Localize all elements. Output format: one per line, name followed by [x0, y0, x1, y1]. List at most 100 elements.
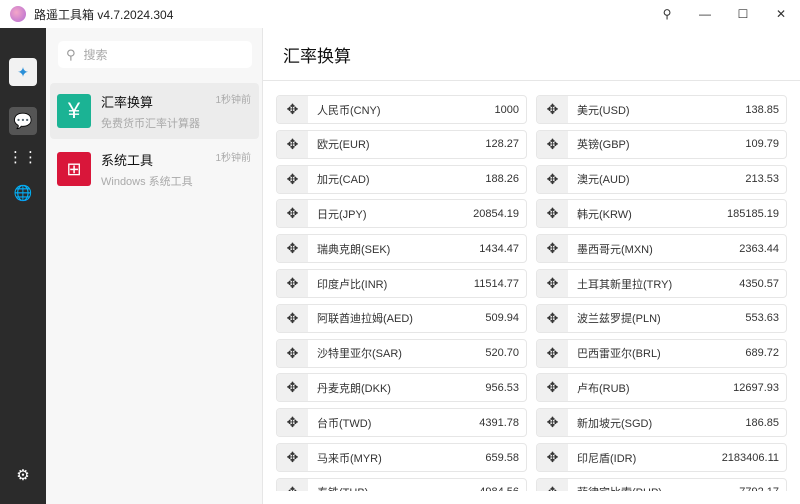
currency-row: ✥ 澳元(AUD) 213.53 [536, 164, 787, 194]
drag-handle-icon[interactable]: ✥ [537, 478, 568, 491]
currency-value-input[interactable]: 2363.44 [739, 242, 779, 255]
drag-handle-icon[interactable]: ✥ [277, 374, 308, 402]
currency-row: ✥ 欧元(EUR) 128.27 [276, 129, 527, 159]
currency-name: 波兰兹罗提(PLN) [577, 313, 661, 326]
drag-handle-icon[interactable]: ✥ [537, 409, 568, 437]
currency-value-input[interactable]: 1000 [494, 103, 519, 116]
drag-handle-icon[interactable]: ✥ [537, 130, 568, 158]
currency-name: 墨西哥元(MXN) [577, 243, 653, 256]
currency-row: ✥ 泰铢(THB) 4984.56 [276, 477, 527, 491]
drag-handle-icon[interactable]: ✥ [277, 409, 308, 437]
currency-name: 马来币(MYR) [317, 452, 382, 465]
currency-value-input[interactable]: 7792.17 [739, 486, 779, 491]
drag-handle-icon[interactable]: ✥ [277, 444, 308, 471]
search-placeholder: 搜索 [83, 48, 108, 62]
grid-icon[interactable]: ⋮⋮ [8, 149, 38, 166]
currency-row: ✥ 菲律宾比索(PHP) 7792.17 [536, 477, 787, 491]
currency-row: ✥ 日元(JPY) 20854.19 [276, 199, 527, 229]
search-input[interactable]: ⚲ 搜索 [58, 41, 252, 68]
currency-value-input[interactable]: 20854.19 [473, 207, 519, 220]
drag-handle-icon[interactable]: ✥ [537, 304, 568, 332]
currency-value-input[interactable]: 185185.19 [727, 207, 779, 220]
currency-name: 人民币(CNY) [317, 104, 381, 117]
currency-row: ✥ 印尼盾(IDR) 2183406.11 [536, 443, 787, 472]
currency-row: ✥ 马来币(MYR) 659.58 [276, 443, 527, 472]
app-logo-icon[interactable]: ✦ [9, 58, 37, 86]
currency-row: ✥ 新加坡元(SGD) 186.85 [536, 408, 787, 438]
currency-name: 印度卢比(INR) [317, 278, 388, 291]
gear-icon[interactable]: ⚙ [16, 467, 30, 484]
currency-value-input[interactable]: 520.70 [485, 347, 519, 360]
currency-row: ✥ 台币(TWD) 4391.78 [276, 408, 527, 438]
currency-value-input[interactable]: 659.58 [485, 451, 519, 464]
currency-name: 加元(CAD) [317, 174, 370, 187]
maximize-button[interactable]: ☐ [737, 7, 749, 21]
chat-icon[interactable]: 💬 [9, 107, 37, 135]
currency-value-input[interactable]: 2183406.11 [721, 451, 779, 464]
currency-row: ✥ 印度卢比(INR) 11514.77 [276, 269, 527, 298]
currency-name: 阿联酋迪拉姆(AED) [317, 313, 413, 326]
currency-name: 印尼盾(IDR) [577, 452, 637, 465]
currency-name: 沙特里亚尔(SAR) [317, 348, 402, 361]
drag-handle-icon[interactable]: ✥ [537, 374, 568, 402]
drag-handle-icon[interactable]: ✥ [537, 339, 568, 367]
drag-handle-icon[interactable]: ✥ [537, 165, 568, 193]
currency-value-input[interactable]: 213.53 [745, 173, 779, 186]
drag-handle-icon[interactable]: ✥ [537, 200, 568, 228]
tool-desc: Windows 系统工具 [101, 175, 193, 188]
drag-handle-icon[interactable]: ✥ [537, 444, 568, 471]
currency-name: 欧元(EUR) [317, 139, 370, 152]
currency-value-input[interactable]: 128.27 [485, 138, 519, 151]
tool-time: 1秒钟前 [215, 153, 251, 164]
drag-handle-icon[interactable]: ✥ [277, 96, 308, 123]
pin-icon[interactable]: ⚲ [662, 7, 672, 21]
currency-value-input[interactable]: 553.63 [745, 312, 779, 325]
currency-value-input[interactable]: 138.85 [745, 103, 779, 116]
drag-handle-icon[interactable]: ✥ [277, 165, 308, 193]
drag-handle-icon[interactable]: ✥ [277, 200, 308, 228]
currency-value-input[interactable]: 12697.93 [733, 381, 779, 394]
currency-name: 美元(USD) [577, 104, 630, 117]
currency-value-input[interactable]: 188.26 [485, 173, 519, 186]
currency-value-input[interactable]: 4391.78 [479, 416, 519, 429]
currency-row: ✥ 波兰兹罗提(PLN) 553.63 [536, 303, 787, 333]
currency-row: ✥ 瑞典克朗(SEK) 1434.47 [276, 234, 527, 264]
drag-handle-icon[interactable]: ✥ [277, 270, 308, 297]
currency-name: 菲律宾比索(PHP) [577, 484, 739, 491]
currency-value-input[interactable]: 956.53 [485, 381, 519, 394]
currency-value-input[interactable]: 4350.57 [739, 277, 779, 290]
currency-name: 澳元(AUD) [577, 174, 630, 187]
drag-handle-icon[interactable]: ✥ [537, 96, 568, 123]
drag-handle-icon[interactable]: ✥ [277, 130, 308, 158]
tool-item-system[interactable]: ⊞ 系统工具 Windows 系统工具 1秒钟前 [50, 141, 259, 197]
minimize-button[interactable]: — [699, 7, 711, 21]
currency-name: 韩元(KRW) [577, 208, 632, 221]
currency-value-input[interactable]: 509.94 [485, 312, 519, 325]
tool-item-exchange[interactable]: ¥ 汇率换算 免费货币汇率计算器 1秒钟前 [50, 83, 259, 139]
globe-icon[interactable]: 🌐 [13, 185, 33, 202]
close-button[interactable]: ✕ [775, 7, 787, 21]
currency-row: ✥ 土耳其新里拉(TRY) 4350.57 [536, 269, 787, 298]
windows-icon: ⊞ [57, 152, 91, 186]
currency-value-input[interactable]: 1434.47 [479, 242, 519, 255]
drag-handle-icon[interactable]: ✥ [537, 270, 568, 297]
drag-handle-icon[interactable]: ✥ [277, 339, 308, 367]
currency-name: 丹麦克朗(DKK) [317, 382, 391, 395]
currency-value-input[interactable]: 186.85 [745, 416, 779, 429]
drag-handle-icon[interactable]: ✥ [277, 235, 308, 263]
currency-value-input[interactable]: 689.72 [745, 347, 779, 360]
currency-row: ✥ 墨西哥元(MXN) 2363.44 [536, 234, 787, 264]
yen-icon: ¥ [57, 94, 91, 128]
title-bar: 路遥工具箱 v4.7.2024.304 ⚲ — ☐ ✕ [0, 0, 800, 28]
drag-handle-icon[interactable]: ✥ [277, 304, 308, 332]
currency-name: 日元(JPY) [317, 208, 367, 221]
drag-handle-icon[interactable]: ✥ [537, 235, 568, 263]
currency-name: 台币(TWD) [317, 417, 372, 430]
currency-value-input[interactable]: 109.79 [745, 138, 779, 151]
currency-name: 泰铢(THB) [317, 484, 479, 491]
currency-value-input[interactable]: 4984.56 [479, 486, 519, 491]
currency-row: ✥ 沙特里亚尔(SAR) 520.70 [276, 338, 527, 368]
currency-name: 土耳其新里拉(TRY) [577, 278, 673, 291]
currency-value-input[interactable]: 11514.77 [473, 277, 519, 290]
drag-handle-icon[interactable]: ✥ [277, 478, 308, 491]
